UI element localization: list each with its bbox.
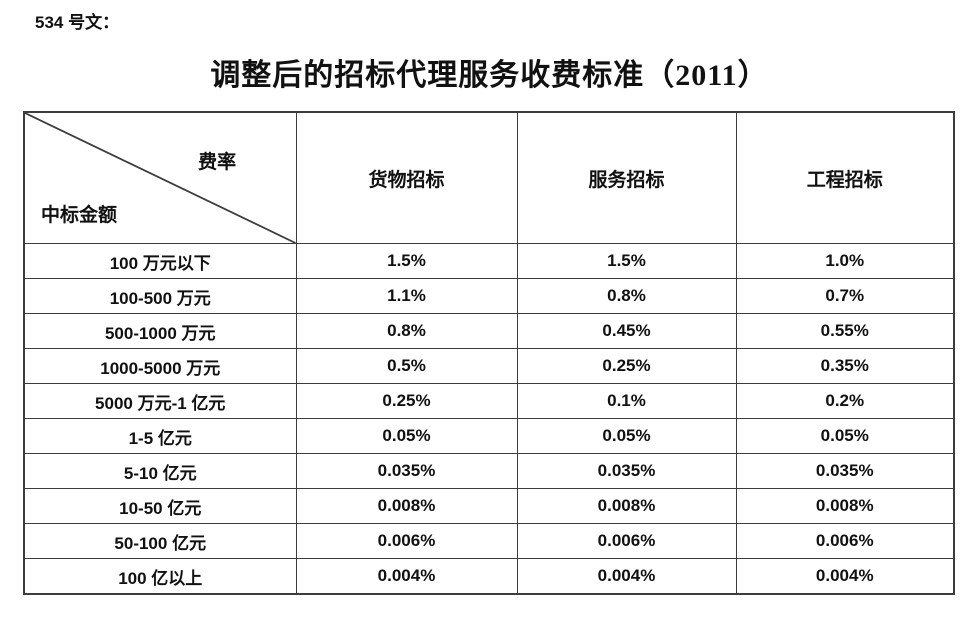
goods-rate-cell: 0.8% [295, 313, 518, 349]
diagonal-divider-line [25, 113, 295, 243]
table-header: 费率 中标金额 货物招标 服务招标 工程招标 [23, 111, 955, 244]
goods-rate-cell: 0.05% [295, 418, 518, 454]
amount-range-cell: 5000 万元-1 亿元 [23, 383, 297, 419]
service-rate-cell: 0.006% [516, 523, 737, 559]
amount-range-cell: 5-10 亿元 [23, 453, 297, 489]
service-rate-cell: 0.1% [516, 383, 737, 419]
engineering-rate-cell: 0.006% [735, 523, 955, 559]
goods-rate-cell: 1.5% [295, 243, 518, 279]
engineering-rate-cell: 0.008% [735, 488, 955, 524]
goods-rate-cell: 1.1% [295, 278, 518, 314]
engineering-rate-cell: 0.55% [735, 313, 955, 349]
service-rate-cell: 0.05% [516, 418, 737, 454]
table-row: 500-1000 万元 0.8% 0.45% 0.55% [23, 313, 955, 349]
goods-rate-cell: 0.035% [295, 453, 518, 489]
table-body: 100 万元以下 1.5% 1.5% 1.0% 100-500 万元 1.1% … [23, 243, 955, 595]
table-row: 1000-5000 万元 0.5% 0.25% 0.35% [23, 348, 955, 384]
table-row: 5-10 亿元 0.035% 0.035% 0.035% [23, 453, 955, 489]
engineering-rate-cell: 0.004% [735, 558, 955, 595]
service-rate-cell: 0.25% [516, 348, 737, 384]
amount-range-cell: 100 亿以上 [23, 558, 297, 595]
table-row: 50-100 亿元 0.006% 0.006% 0.006% [23, 523, 955, 559]
goods-rate-cell: 0.006% [295, 523, 518, 559]
service-rate-cell: 1.5% [516, 243, 737, 279]
table-row: 100 万元以下 1.5% 1.5% 1.0% [23, 243, 955, 279]
engineering-rate-cell: 0.2% [735, 383, 955, 419]
fee-standard-table: 费率 中标金额 货物招标 服务招标 工程招标 100 万元以下 1.5% 1.5… [23, 111, 955, 595]
header-row: 费率 中标金额 货物招标 服务招标 工程招标 [23, 111, 955, 244]
page-title: 调整后的招标代理服务收费标准（2011） [210, 59, 769, 92]
table-row: 100-500 万元 1.1% 0.8% 0.7% [23, 278, 955, 314]
amount-range-cell: 1-5 亿元 [23, 418, 297, 454]
goods-rate-cell: 0.008% [295, 488, 518, 524]
service-rate-cell: 0.8% [516, 278, 737, 314]
service-rate-cell: 0.035% [516, 453, 737, 489]
diagonal-corner-cell: 费率 中标金额 [23, 111, 297, 244]
goods-rate-cell: 0.25% [295, 383, 518, 419]
amount-range-cell: 50-100 亿元 [23, 523, 297, 559]
table-row: 5000 万元-1 亿元 0.25% 0.1% 0.2% [23, 383, 955, 419]
amount-range-cell: 1000-5000 万元 [23, 348, 297, 384]
table-row: 10-50 亿元 0.008% 0.008% 0.008% [23, 488, 955, 524]
amount-range-cell: 10-50 亿元 [23, 488, 297, 524]
corner-label-amount: 中标金额 [41, 205, 118, 226]
goods-rate-cell: 0.5% [295, 348, 518, 384]
goods-rate-cell: 0.004% [295, 558, 518, 595]
engineering-rate-cell: 1.0% [735, 243, 955, 279]
column-header-service: 服务招标 [516, 111, 737, 244]
engineering-rate-cell: 0.05% [735, 418, 955, 454]
service-rate-cell: 0.004% [516, 558, 737, 595]
service-rate-cell: 0.45% [516, 313, 737, 349]
table-row: 100 亿以上 0.004% 0.004% 0.004% [23, 558, 955, 595]
engineering-rate-cell: 0.7% [735, 278, 955, 314]
amount-range-cell: 100 万元以下 [23, 243, 297, 279]
corner-label-rate: 费率 [198, 152, 237, 173]
amount-range-cell: 100-500 万元 [23, 278, 297, 314]
service-rate-cell: 0.008% [516, 488, 737, 524]
engineering-rate-cell: 0.35% [735, 348, 955, 384]
engineering-rate-cell: 0.035% [735, 453, 955, 489]
document-number-label: 534 号文： [35, 13, 120, 32]
column-header-engineering: 工程招标 [735, 111, 955, 244]
amount-range-cell: 500-1000 万元 [23, 313, 297, 349]
column-header-goods: 货物招标 [295, 111, 518, 244]
table-row: 1-5 亿元 0.05% 0.05% 0.05% [23, 418, 955, 454]
